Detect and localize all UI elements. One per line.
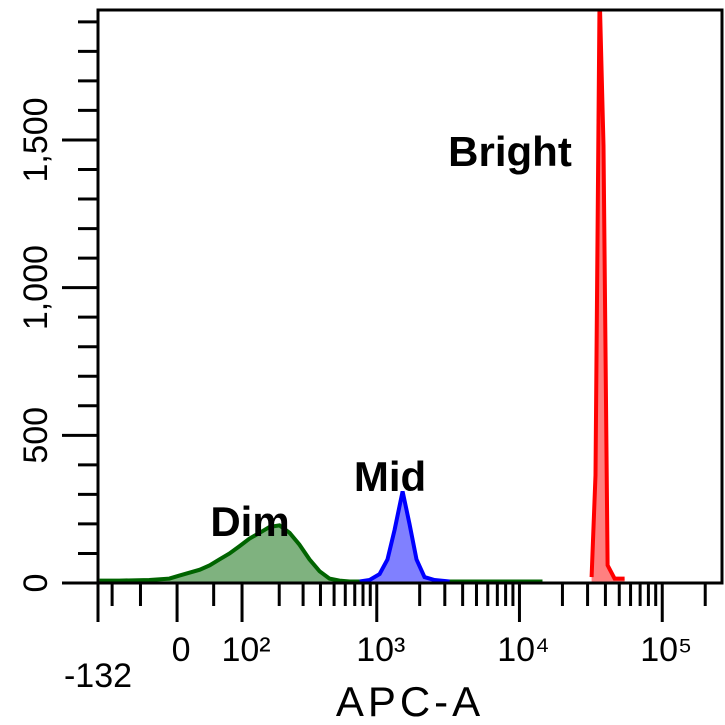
histogram-line bbox=[359, 490, 450, 583]
x-tick-label: 10⁴ bbox=[497, 631, 549, 669]
y-tick-label: 500 bbox=[17, 407, 55, 464]
plot-frame bbox=[96, 8, 724, 585]
x-tick-label: 10² bbox=[221, 631, 270, 669]
population-label: Dim bbox=[210, 498, 289, 545]
x-axis-label: APC-A bbox=[336, 678, 484, 725]
histogram-line bbox=[589, 10, 625, 581]
x-tick-label: 0 bbox=[172, 631, 191, 669]
y-tick-label: 0 bbox=[17, 574, 55, 593]
histogram-line bbox=[99, 523, 543, 583]
x-tick-label: 10⁵ bbox=[640, 631, 692, 669]
population-label: Bright bbox=[448, 128, 572, 175]
plot-area bbox=[99, 10, 625, 583]
y-tick-label: 1,500 bbox=[17, 97, 55, 182]
x-tick-label: 10³ bbox=[356, 631, 405, 669]
population-label: Mid bbox=[354, 453, 426, 500]
y-tick-label: 1,000 bbox=[17, 245, 55, 330]
histogram-fill bbox=[99, 525, 543, 583]
histogram-fill bbox=[359, 491, 450, 583]
x-tick-label: -132 bbox=[64, 657, 132, 695]
